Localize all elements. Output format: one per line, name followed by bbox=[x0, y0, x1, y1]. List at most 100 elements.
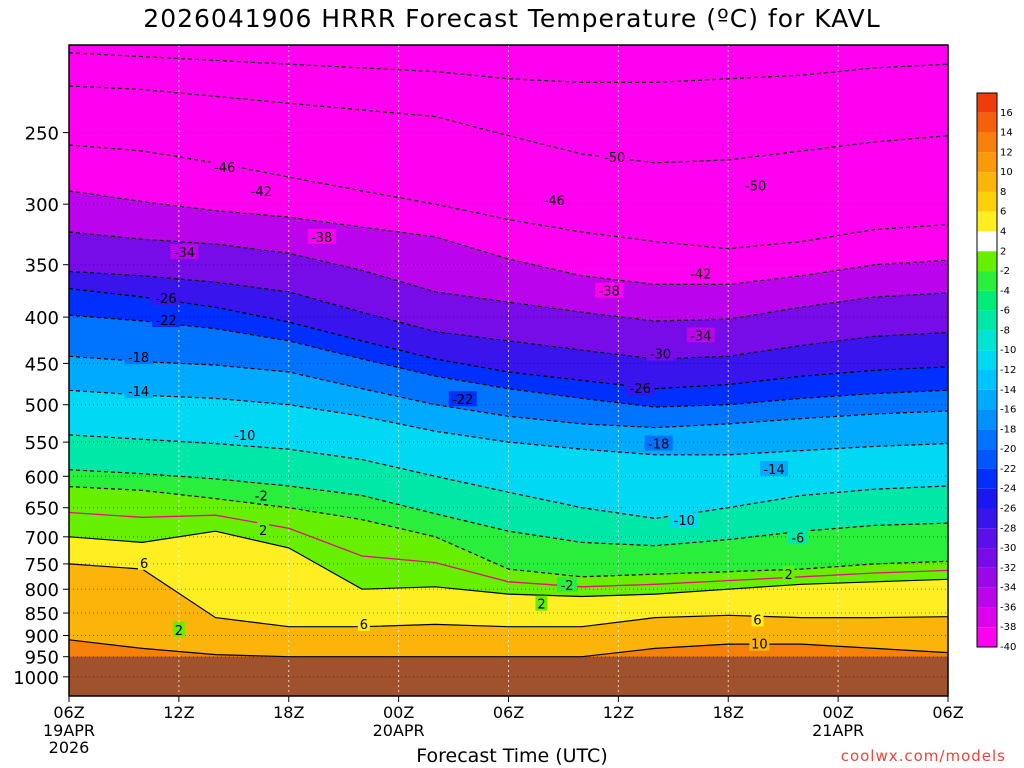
isotherm-label-bg bbox=[646, 345, 675, 361]
isotherm-label: 2 bbox=[259, 524, 267, 539]
isotherm-label-bg bbox=[152, 290, 181, 306]
isotherm-label-bg bbox=[247, 182, 276, 198]
isotherm-label: -22 bbox=[452, 393, 473, 408]
colorbar-label: 6 bbox=[1000, 207, 1006, 218]
isotherm-label-bg bbox=[124, 349, 153, 365]
isotherm--14 bbox=[68, 389, 949, 456]
isotherm-label-bg bbox=[230, 426, 259, 442]
isotherm-label-bg bbox=[644, 435, 673, 451]
isotherm-label: 2 bbox=[175, 624, 183, 639]
colorbar-label: -12 bbox=[1000, 365, 1016, 376]
colorbar-swatch bbox=[977, 231, 997, 252]
isotherm-label: -26 bbox=[155, 292, 176, 307]
isotherm-label: -2 bbox=[561, 579, 574, 594]
isotherm-label-bg bbox=[257, 522, 270, 538]
x-axis-label: Forecast Time (UTC) bbox=[416, 745, 608, 767]
colorbar-label: 8 bbox=[1000, 187, 1006, 198]
isotherm-label-bg bbox=[535, 595, 548, 611]
isotherm-label: -42 bbox=[251, 185, 272, 200]
colorbar-swatch bbox=[977, 132, 997, 153]
isotherm--38 bbox=[68, 190, 949, 285]
isotherm-label: -34 bbox=[690, 329, 711, 344]
isotherm-label: 6 bbox=[753, 613, 761, 628]
colorbar-label: -8 bbox=[1000, 325, 1010, 336]
colorbar-swatch bbox=[977, 152, 997, 173]
isotherm-label-bg bbox=[686, 265, 715, 281]
x-tick-label: 06Z bbox=[932, 703, 963, 722]
colorbar-swatch bbox=[977, 449, 997, 469]
isotherm-label-bg bbox=[670, 512, 699, 528]
colorbar-swatch bbox=[977, 251, 997, 272]
colorbar-label: -38 bbox=[1000, 622, 1016, 633]
x-tick-label: 06Z bbox=[53, 703, 84, 722]
y-tick-label: 600 bbox=[25, 467, 59, 488]
isotherm-label-bg bbox=[540, 192, 569, 208]
isotherm--10 bbox=[68, 434, 949, 520]
isotherm-label: -10 bbox=[234, 429, 255, 444]
isotherm-label-bg bbox=[600, 148, 629, 164]
isotherm-label: -50 bbox=[745, 179, 766, 194]
x-tick-sublabel: 20APR bbox=[373, 721, 425, 740]
x-tick-label: 00Z bbox=[383, 703, 414, 722]
x-tick-sublabel: 21APR bbox=[812, 721, 864, 740]
isotherm-label: -46 bbox=[214, 161, 235, 176]
colorbar-label: 2 bbox=[1000, 246, 1006, 257]
isotherm-label: 6 bbox=[140, 557, 148, 572]
colorbar-label: -10 bbox=[1000, 345, 1016, 356]
colorbar-swatch bbox=[977, 330, 997, 351]
isotherm-label: -42 bbox=[690, 268, 711, 283]
colorbar-swatch bbox=[977, 310, 997, 331]
colorbar-swatch bbox=[977, 112, 997, 133]
isotherm--46 bbox=[68, 85, 949, 164]
isotherm-10 bbox=[68, 639, 949, 658]
colorbar-label: -32 bbox=[1000, 563, 1016, 574]
isotherm-label-bg bbox=[749, 635, 770, 651]
colorbar-label: -22 bbox=[1000, 464, 1016, 475]
colorbar-swatch bbox=[977, 468, 997, 489]
credit-link[interactable]: coolwx.com/models bbox=[840, 747, 1006, 765]
isotherm-label-bg bbox=[152, 312, 181, 328]
y-tick-label: 950 bbox=[25, 648, 59, 669]
colorbar-label: -36 bbox=[1000, 602, 1016, 613]
colorbar-swatch bbox=[977, 567, 997, 588]
isotherm-label-bg bbox=[595, 282, 624, 298]
isotherm-label: -34 bbox=[174, 246, 195, 261]
isotherm-label-bg bbox=[210, 159, 239, 175]
colorbar-swatch bbox=[977, 370, 997, 390]
colorbar-label: -20 bbox=[1000, 444, 1016, 455]
isotherm-label: -50 bbox=[604, 151, 625, 166]
isotherm-label: -26 bbox=[630, 382, 651, 397]
colorbar-swatch bbox=[977, 389, 997, 410]
colorbar-label: -26 bbox=[1000, 504, 1016, 515]
isotherm-label-bg bbox=[138, 554, 151, 570]
isotherm-label: -18 bbox=[128, 351, 149, 366]
isotherm-label: -38 bbox=[599, 285, 620, 300]
colorbar-swatch bbox=[977, 429, 997, 450]
band--36 bbox=[69, 190, 948, 321]
colorbar-swatch bbox=[977, 587, 997, 608]
colorbar-label: -6 bbox=[1000, 306, 1010, 317]
isotherm-label-bg bbox=[124, 383, 153, 399]
isotherm-label: 2 bbox=[537, 598, 545, 613]
colorbar-label: 10 bbox=[1000, 167, 1013, 178]
isotherm-label-bg bbox=[741, 177, 770, 193]
isotherm-label: -30 bbox=[650, 348, 671, 363]
band--8 bbox=[69, 434, 948, 546]
isotherm--26 bbox=[68, 288, 949, 390]
y-tick-label: 550 bbox=[25, 433, 59, 454]
x-tick-label: 18Z bbox=[273, 703, 304, 722]
plot-axes: 2503003504004505005506006507007508008509… bbox=[13, 44, 964, 757]
colorbar-label: 16 bbox=[1000, 108, 1013, 119]
y-tick-label: 250 bbox=[25, 124, 59, 145]
x-tick-sublabel: 19APR bbox=[43, 721, 95, 740]
colorbar-swatch bbox=[977, 350, 997, 370]
colorbar-label: -28 bbox=[1000, 523, 1016, 534]
isotherm-label-bg bbox=[307, 228, 336, 244]
band-0 bbox=[69, 486, 948, 597]
isotherm-label: -18 bbox=[648, 438, 669, 453]
colorbar-swatch bbox=[977, 191, 997, 212]
isotherm-label-bg bbox=[448, 391, 477, 407]
isotherm-label: -10 bbox=[674, 514, 695, 529]
colorbar-label: -16 bbox=[1000, 405, 1016, 416]
isotherm-2 bbox=[68, 530, 949, 598]
